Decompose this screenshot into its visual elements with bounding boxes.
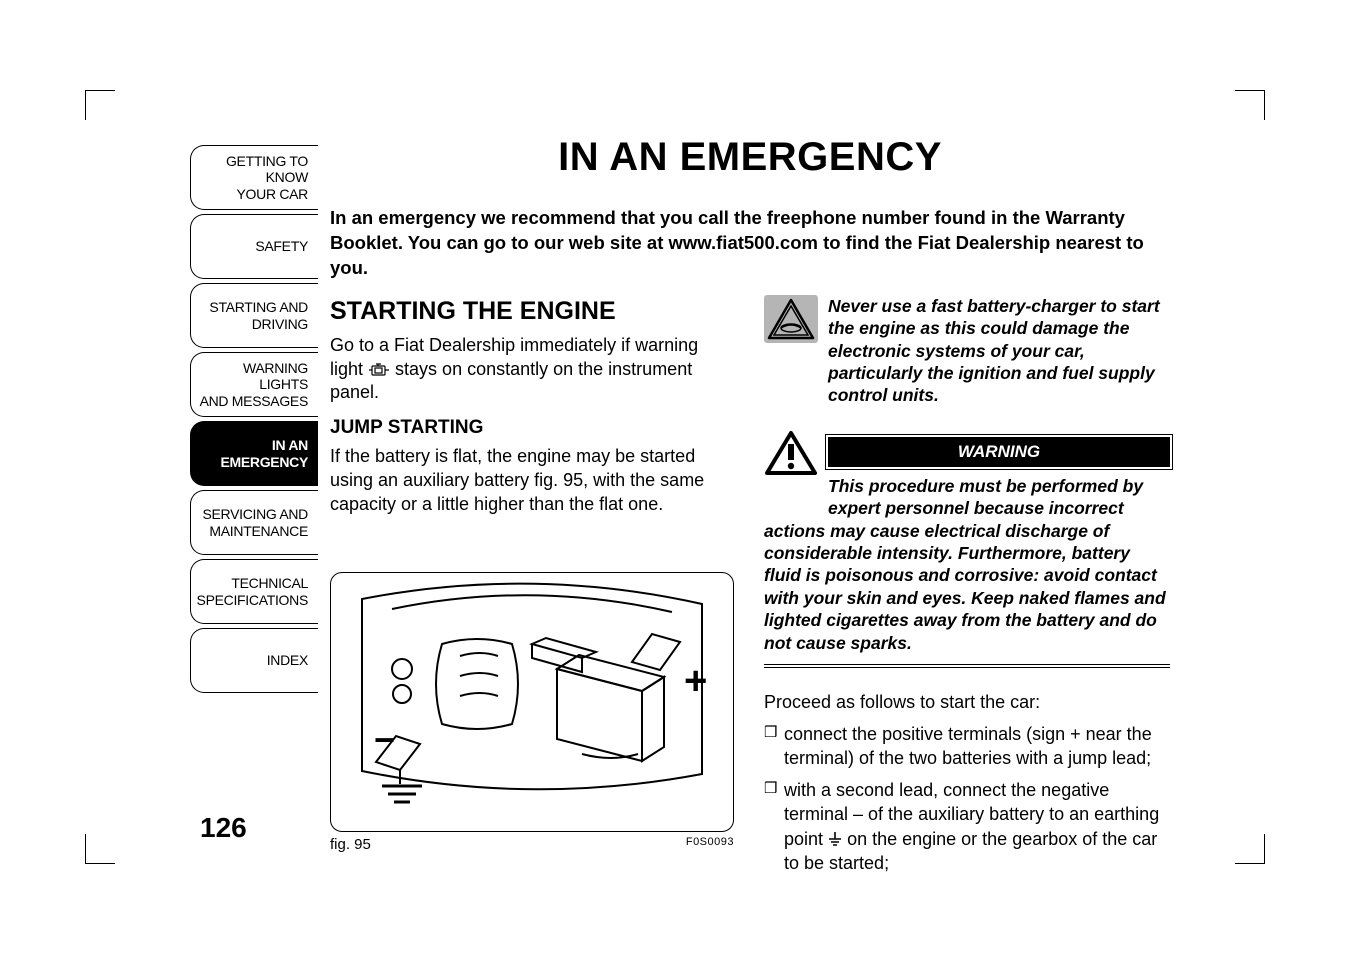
tab-label: SAFETY <box>255 238 308 254</box>
crop-mark-br <box>1235 834 1265 864</box>
crop-mark-tr <box>1235 90 1265 120</box>
warning-text: This procedure must be performed by expe… <box>764 475 1170 520</box>
crop-mark-tl <box>85 90 115 120</box>
tab-safety[interactable]: SAFETY <box>190 214 318 279</box>
caution-box: Never use a fast battery-charger to star… <box>764 295 1170 407</box>
svg-text:+: + <box>684 659 707 703</box>
procedure: Proceed as follows to start the car: con… <box>764 690 1170 875</box>
engine-warning-icon <box>368 360 390 374</box>
tab-label: STARTING AND <box>209 299 308 315</box>
warning-divider <box>764 664 1170 668</box>
svg-text:−: − <box>374 719 395 760</box>
tab-in-an-emergency[interactable]: IN AN EMERGENCY <box>190 421 318 486</box>
tab-label: TECHNICAL <box>231 575 308 591</box>
figure-frame: + − <box>330 572 734 832</box>
left-column: STARTING THE ENGINE Go to a Fiat Dealers… <box>330 295 736 883</box>
tab-label: MAINTENANCE <box>209 523 308 539</box>
dealership-paragraph: Go to a Fiat Dealership immediately if w… <box>330 334 736 405</box>
caution-triangle-icon <box>764 295 818 343</box>
tab-label: EMERGENCY <box>220 454 308 470</box>
section-heading-starting-engine: STARTING THE ENGINE <box>330 297 736 326</box>
side-tabs: GETTING TO KNOW YOUR CAR SAFETY STARTING… <box>190 145 318 697</box>
tab-servicing[interactable]: SERVICING AND MAINTENANCE <box>190 490 318 555</box>
right-column: Never use a fast battery-charger to star… <box>764 295 1170 883</box>
warning-title: WARNING <box>828 437 1170 467</box>
tab-index[interactable]: INDEX <box>190 628 318 693</box>
procedure-step: connect the positive terminals (sign + n… <box>764 722 1170 770</box>
figure-code: F0S0093 <box>686 836 734 853</box>
figure-95: + − <box>330 572 734 853</box>
tab-getting-to-know[interactable]: GETTING TO KNOW YOUR CAR <box>190 145 318 210</box>
tab-label: GETTING TO KNOW <box>191 153 308 185</box>
earth-ground-icon <box>828 830 842 846</box>
tab-label: DRIVING <box>252 316 308 332</box>
caution-text: Never use a fast battery-charger to star… <box>828 295 1170 407</box>
subheading-jump-starting: JUMP STARTING <box>330 417 736 439</box>
warning-body: This procedure must be performed by expe… <box>764 475 1170 654</box>
procedure-intro: Proceed as follows to start the car: <box>764 690 1170 714</box>
tab-label: SERVICING AND <box>202 506 308 522</box>
warning-box: WARNING This procedure must be performed… <box>764 429 1170 668</box>
jump-start-paragraph: If the battery is flat, the engine may b… <box>330 445 736 516</box>
procedure-step: with a second lead, connect the negative… <box>764 778 1170 874</box>
page-number: 126 <box>200 812 247 844</box>
tab-label: YOUR CAR <box>237 186 309 202</box>
tab-label: INDEX <box>267 652 308 668</box>
tab-label: AND MESSAGES <box>200 393 308 409</box>
crop-mark-bl <box>85 834 115 864</box>
warning-text: actions may cause electrical discharge o… <box>764 520 1170 654</box>
figure-label: fig. 95 <box>330 836 371 853</box>
tab-technical[interactable]: TECHNICAL SPECIFICATIONS <box>190 559 318 624</box>
warning-triangle-icon <box>764 429 818 477</box>
tab-starting-driving[interactable]: STARTING AND DRIVING <box>190 283 318 348</box>
tab-label: IN AN <box>272 437 308 453</box>
main-content: IN AN EMERGENCY In an emergency we recom… <box>330 135 1170 883</box>
battery-diagram-icon: + − <box>332 574 732 830</box>
page-title: IN AN EMERGENCY <box>330 135 1170 180</box>
tab-label: SPECIFICATIONS <box>197 592 308 608</box>
intro-paragraph: In an emergency we recommend that you ca… <box>330 206 1170 281</box>
tab-warning-lights[interactable]: WARNING LIGHTS AND MESSAGES <box>190 352 318 417</box>
tab-label: WARNING LIGHTS <box>191 360 308 392</box>
